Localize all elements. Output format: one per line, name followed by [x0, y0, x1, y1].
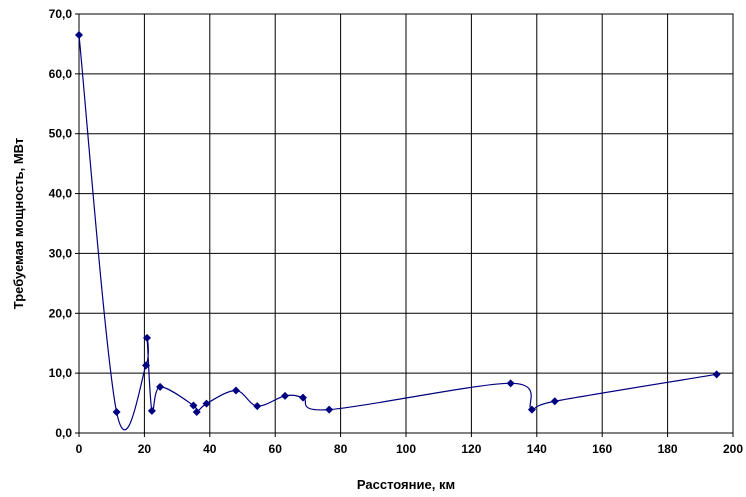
data-point	[506, 379, 515, 388]
data-point	[253, 402, 262, 411]
y-tick-label: 70,0	[49, 7, 73, 21]
data-point	[712, 370, 721, 379]
y-axis-title: Требуемая мощность, МВт	[11, 138, 26, 310]
x-tick-label: 80	[334, 442, 348, 456]
data-point	[142, 361, 151, 370]
y-tick-label: 0,0	[55, 426, 72, 440]
x-tick-label: 0	[76, 442, 83, 456]
x-tick-label: 120	[461, 442, 481, 456]
x-tick-label: 20	[138, 442, 152, 456]
data-point	[527, 405, 536, 414]
data-point	[143, 333, 152, 342]
plot-area-frame	[78, 13, 734, 434]
x-axis-ticks: 0 20 40 60 80 100 120 140 160 180 200	[76, 442, 744, 456]
y-tick-label: 40,0	[49, 187, 73, 201]
data-point	[147, 406, 156, 415]
data-point	[156, 382, 165, 391]
data-point	[325, 405, 334, 414]
data-point	[281, 391, 290, 400]
x-axis-title: Расстояние, км	[357, 477, 455, 492]
x-tick-label: 40	[203, 442, 217, 456]
x-tick-label: 100	[396, 442, 416, 456]
series-line	[78, 34, 717, 431]
grid	[75, 13, 734, 437]
y-tick-label: 30,0	[49, 246, 73, 260]
data-point	[75, 30, 83, 39]
y-tick-label: 20,0	[49, 306, 73, 320]
data-point	[550, 397, 559, 406]
y-tick-label: 50,0	[49, 127, 73, 141]
x-tick-label: 160	[592, 442, 612, 456]
data-point	[231, 386, 240, 395]
x-tick-label: 140	[527, 442, 547, 456]
x-tick-label: 200	[723, 442, 743, 456]
y-tick-label: 10,0	[49, 366, 73, 380]
y-tick-label: 60,0	[49, 67, 73, 81]
x-tick-label: 60	[269, 442, 283, 456]
data-point	[298, 393, 307, 402]
x-tick-label: 180	[658, 442, 678, 456]
series-markers	[75, 30, 721, 417]
data-point	[112, 408, 121, 417]
data-point	[189, 401, 198, 410]
data-point	[192, 408, 201, 417]
y-axis-ticks: 0,0 10,0 20,0 30,0 40,0 50,0 60,0 70,0	[49, 7, 73, 440]
data-point	[202, 399, 211, 408]
